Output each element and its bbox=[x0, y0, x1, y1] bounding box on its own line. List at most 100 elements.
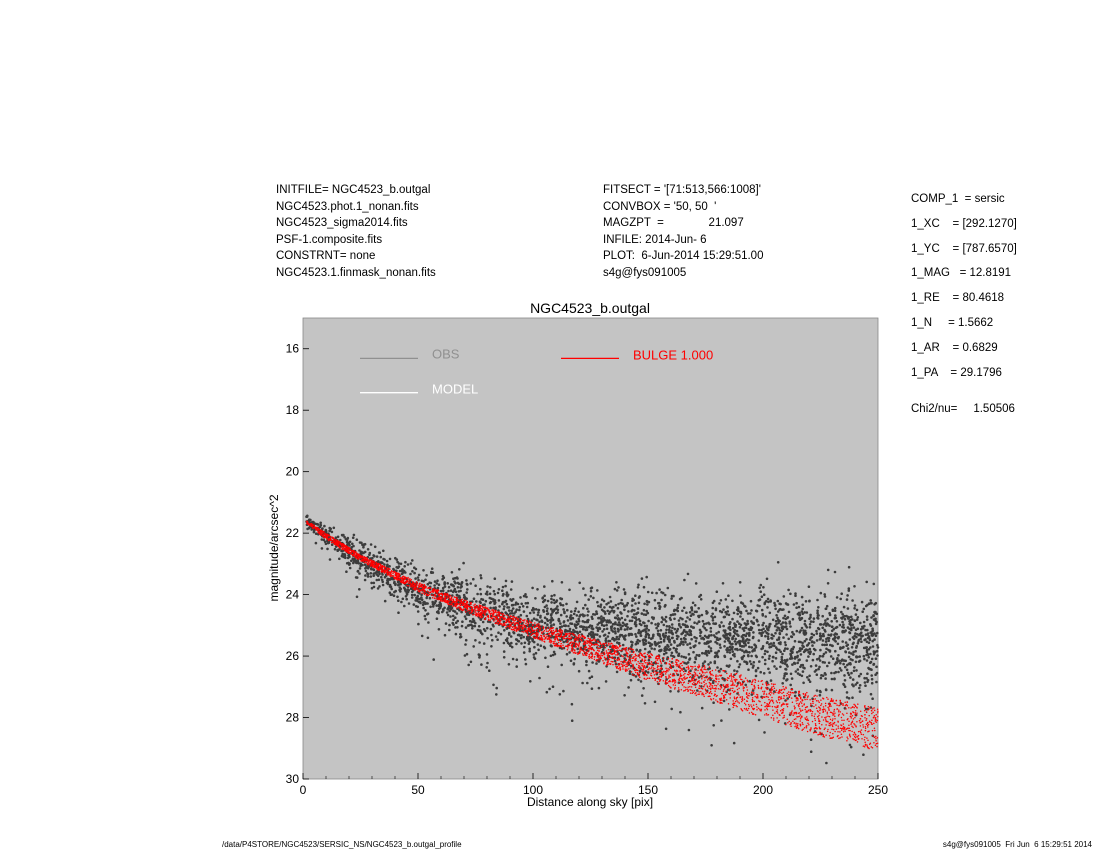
bulge-point bbox=[708, 685, 711, 687]
obs-point bbox=[634, 594, 637, 597]
obs-point bbox=[499, 632, 503, 636]
obs-point bbox=[819, 591, 823, 595]
obs-point bbox=[627, 686, 630, 689]
obs-point bbox=[638, 669, 642, 673]
obs-point bbox=[453, 587, 457, 591]
obs-point bbox=[747, 668, 750, 671]
obs-point bbox=[702, 625, 705, 628]
obs-point bbox=[629, 678, 633, 682]
bulge-point bbox=[734, 679, 737, 682]
bulge-point bbox=[723, 687, 726, 689]
obs-point bbox=[536, 613, 540, 617]
obs-point bbox=[842, 605, 846, 609]
obs-point bbox=[529, 623, 533, 626]
obs-point bbox=[615, 635, 619, 639]
obs-point bbox=[475, 600, 478, 603]
bulge-point bbox=[816, 716, 819, 718]
obs-point bbox=[783, 662, 787, 665]
obs-point bbox=[510, 645, 514, 649]
obs-point bbox=[847, 697, 851, 700]
obs-point bbox=[684, 620, 688, 623]
obs-point bbox=[825, 622, 829, 625]
obs-point bbox=[466, 583, 469, 586]
obs-point bbox=[866, 632, 870, 635]
magzpt-text: MAGZPT = 21.097 bbox=[603, 217, 744, 230]
obs-point bbox=[752, 631, 755, 634]
obs-point bbox=[522, 635, 525, 639]
obs-point bbox=[486, 661, 489, 665]
obs-point bbox=[693, 621, 696, 624]
obs-point bbox=[829, 634, 832, 637]
obs-point bbox=[636, 586, 640, 589]
bulge-point bbox=[872, 711, 874, 713]
obs-point bbox=[764, 630, 767, 633]
obs-point bbox=[723, 645, 726, 648]
obs-point bbox=[612, 609, 616, 613]
obs-point bbox=[469, 660, 473, 664]
obs-point bbox=[364, 574, 367, 577]
bulge-point bbox=[797, 712, 800, 714]
obs-point bbox=[532, 611, 536, 614]
bulge-point bbox=[731, 680, 734, 682]
obs-point bbox=[550, 594, 553, 598]
obs-point bbox=[787, 610, 791, 614]
obs-point bbox=[543, 598, 547, 602]
obs-point bbox=[559, 597, 562, 600]
bulge-point bbox=[653, 674, 656, 676]
obs-point bbox=[542, 609, 545, 612]
bulge-point bbox=[771, 689, 774, 691]
obs-point bbox=[758, 604, 761, 608]
obs-point bbox=[741, 627, 745, 630]
obs-point bbox=[760, 628, 763, 632]
obs-point bbox=[690, 637, 693, 641]
obs-point bbox=[779, 623, 783, 626]
obs-point bbox=[743, 642, 747, 645]
bulge-point bbox=[489, 614, 492, 616]
obs-point bbox=[472, 645, 476, 648]
obs-point bbox=[778, 629, 781, 632]
obs-point bbox=[479, 587, 482, 591]
obs-point bbox=[845, 668, 849, 672]
obs-point bbox=[733, 669, 736, 672]
obs-point bbox=[464, 617, 468, 621]
obs-point bbox=[736, 659, 739, 663]
bulge-point bbox=[339, 543, 341, 546]
bulge-point bbox=[570, 650, 573, 652]
bulge-point bbox=[827, 698, 829, 700]
obs-point bbox=[613, 587, 617, 591]
obs-point bbox=[573, 609, 577, 613]
obs-point bbox=[526, 617, 530, 621]
obs-point bbox=[617, 621, 621, 624]
obs-point bbox=[783, 641, 787, 644]
obs-point bbox=[397, 565, 401, 568]
obs-point bbox=[868, 637, 871, 640]
obs-point bbox=[413, 593, 417, 597]
obs-point bbox=[783, 614, 787, 618]
obs-point bbox=[833, 606, 837, 610]
obs-point bbox=[687, 728, 691, 732]
obs-point bbox=[528, 640, 531, 644]
bulge-point bbox=[624, 668, 627, 670]
bulge-point bbox=[572, 643, 574, 646]
obs-point bbox=[429, 605, 432, 609]
bulge-point bbox=[772, 685, 775, 688]
obs-point bbox=[845, 598, 849, 601]
bulge-point bbox=[565, 637, 567, 640]
obs-point bbox=[698, 628, 702, 632]
obs-point bbox=[432, 658, 436, 661]
obs-point bbox=[660, 616, 664, 619]
obs-point bbox=[354, 559, 358, 562]
bulge-point bbox=[679, 675, 682, 678]
bulge-point bbox=[799, 697, 802, 700]
obs-point bbox=[316, 523, 320, 526]
bulge-point bbox=[737, 691, 739, 694]
obs-point bbox=[669, 613, 673, 617]
bulge-point bbox=[851, 714, 854, 717]
obs-point bbox=[695, 653, 699, 657]
obs-point bbox=[637, 583, 640, 587]
obs-point bbox=[507, 632, 511, 636]
obs-point bbox=[672, 609, 676, 613]
obs-point bbox=[582, 606, 585, 610]
mask-file-text: NGC4523.1.finmask_nonan.fits bbox=[276, 266, 436, 279]
obs-point bbox=[476, 592, 479, 596]
